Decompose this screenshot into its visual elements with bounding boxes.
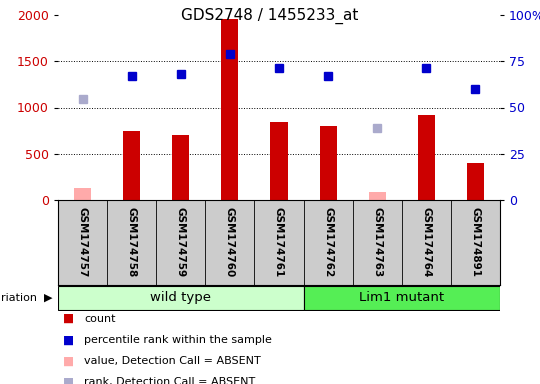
Text: GSM174758: GSM174758	[127, 207, 137, 277]
Text: ■: ■	[63, 333, 75, 346]
Text: percentile rank within the sample: percentile rank within the sample	[84, 335, 272, 345]
Bar	[467, 163, 484, 200]
Bar	[74, 188, 91, 200]
Bar	[271, 122, 288, 200]
Text: GSM174760: GSM174760	[225, 207, 235, 277]
Text: GSM174764: GSM174764	[421, 207, 431, 277]
Text: ■: ■	[63, 376, 75, 384]
Text: GSM174757: GSM174757	[78, 207, 87, 277]
Text: GDS2748 / 1455233_at: GDS2748 / 1455233_at	[181, 8, 359, 24]
Text: rank, Detection Call = ABSENT: rank, Detection Call = ABSENT	[84, 377, 255, 384]
Bar	[418, 115, 435, 200]
Bar	[58, 286, 303, 311]
Text: GSM174891: GSM174891	[470, 207, 481, 277]
Text: ■: ■	[63, 354, 75, 367]
Bar	[320, 126, 337, 200]
Text: value, Detection Call = ABSENT: value, Detection Call = ABSENT	[84, 356, 261, 366]
Text: Lim1 mutant: Lim1 mutant	[359, 291, 444, 304]
Bar	[172, 135, 190, 200]
Bar	[221, 19, 239, 200]
Bar	[123, 131, 140, 200]
Text: GSM174763: GSM174763	[372, 207, 382, 277]
Text: genotype/variation  ▶: genotype/variation ▶	[0, 293, 52, 303]
Text: ■: ■	[63, 312, 75, 325]
Text: GSM174759: GSM174759	[176, 207, 186, 277]
Text: wild type: wild type	[150, 291, 211, 304]
Bar	[369, 192, 386, 200]
Text: GSM174762: GSM174762	[323, 207, 333, 277]
Text: count: count	[84, 314, 116, 324]
Bar	[303, 286, 500, 311]
Text: GSM174761: GSM174761	[274, 207, 284, 277]
